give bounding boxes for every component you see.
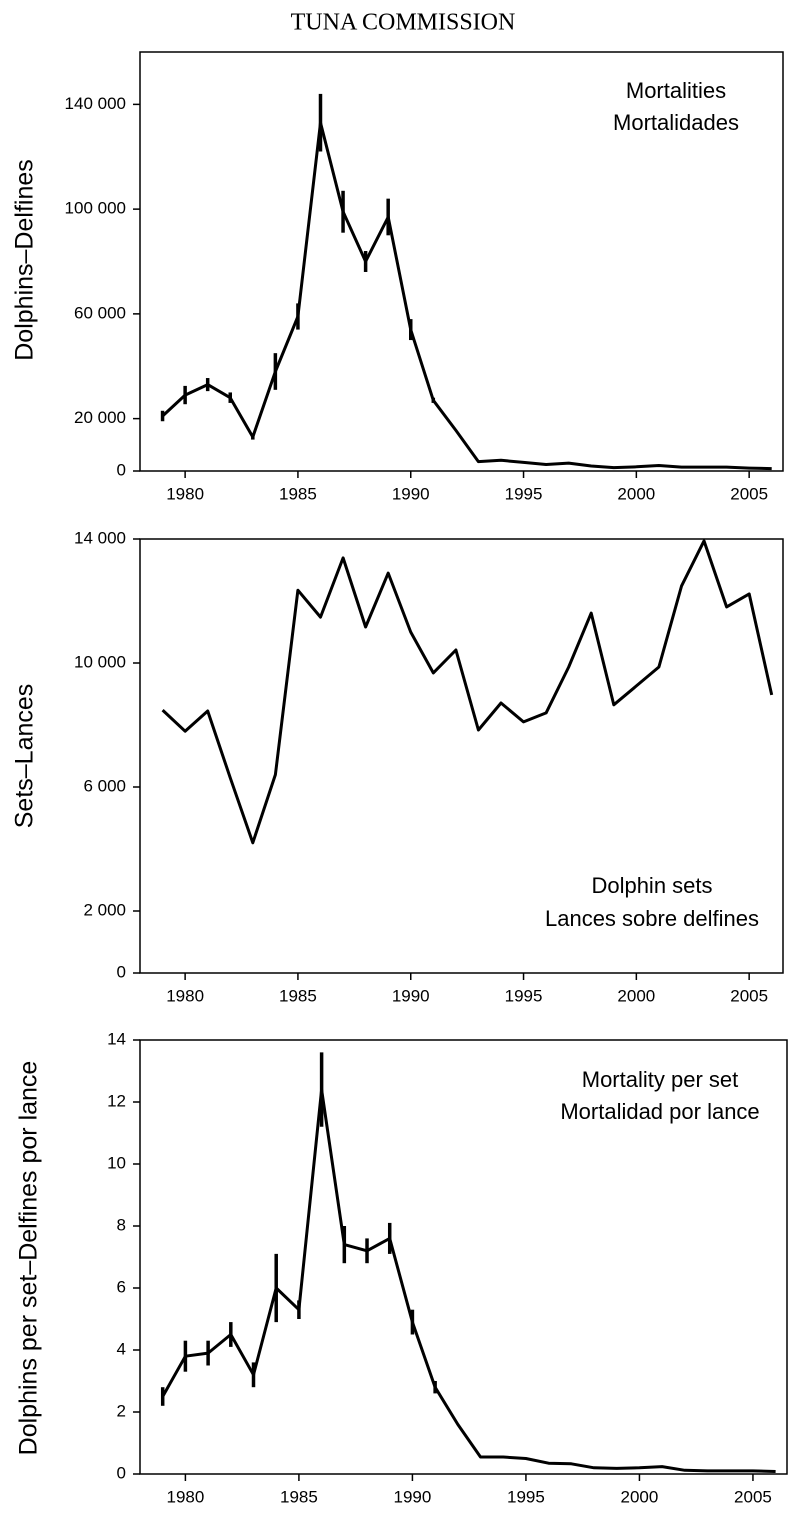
x-tick-label: 1985	[280, 1487, 318, 1506]
x-tick-label: 1995	[505, 484, 543, 503]
page-title: TUNA COMMISSION	[291, 10, 516, 36]
x-tick-label: 1990	[392, 986, 430, 1005]
y-tick-label: 8	[117, 1215, 126, 1234]
y-tick-label: 10	[107, 1153, 126, 1172]
y-axis-label: Dolphins per set–Delfines por lance	[15, 1061, 43, 1456]
x-tick-label: 2000	[617, 484, 655, 503]
y-tick-label: 20 000	[74, 408, 126, 427]
x-tick-label: 2000	[617, 986, 655, 1005]
data-line	[161, 539, 774, 845]
y-tick-label: 0	[117, 962, 126, 981]
y-tick-label: 14	[107, 1029, 126, 1048]
y-tick-label: 10 000	[74, 652, 126, 671]
y-tick-label: 140 000	[65, 94, 126, 113]
y-tick-label: 4	[117, 1339, 126, 1358]
x-tick-label: 2005	[730, 484, 768, 503]
x-tick-label: 1995	[507, 1487, 545, 1506]
y-axis-label: Dolphins–Delfines	[11, 159, 39, 361]
annotation: Dolphin sets	[591, 873, 712, 898]
x-tick-label: 1995	[505, 986, 543, 1005]
x-tick-label: 2000	[621, 1487, 659, 1506]
y-tick-label: 6	[117, 1277, 126, 1296]
x-tick-label: 1980	[166, 986, 204, 1005]
x-tick-label: 2005	[734, 1487, 772, 1506]
y-tick-label: 2	[117, 1401, 126, 1420]
x-tick-label: 1990	[394, 1487, 432, 1506]
y-axis-label: Sets–Lances	[11, 684, 39, 829]
y-tick-label: 60 000	[74, 303, 126, 322]
x-tick-label: 2005	[730, 986, 768, 1005]
y-tick-label: 0	[117, 460, 126, 479]
annotation: Mortalidades	[613, 110, 739, 135]
y-tick-label: 6 000	[83, 776, 126, 795]
y-tick-label: 12	[107, 1091, 126, 1110]
annotation: Lances sobre delfines	[545, 906, 759, 931]
x-tick-label: 1980	[166, 1487, 204, 1506]
annotation: Mortalidad por lance	[560, 1099, 759, 1124]
y-tick-label: 14 000	[74, 528, 126, 547]
y-tick-label: 100 000	[65, 199, 126, 218]
data-line	[161, 1088, 776, 1473]
data-line	[161, 121, 772, 471]
plot-frame	[139, 51, 784, 472]
plot-frame	[139, 1039, 788, 1475]
x-tick-label: 1980	[166, 484, 204, 503]
x-tick-label: 1990	[392, 484, 430, 503]
y-tick-label: 2 000	[83, 900, 126, 919]
x-tick-label: 1985	[279, 986, 317, 1005]
plot-frame	[139, 538, 784, 974]
annotation: Mortalities	[626, 78, 726, 103]
y-tick-label: 0	[117, 1463, 126, 1482]
x-tick-label: 1985	[279, 484, 317, 503]
annotation: Mortality per set	[582, 1067, 739, 1092]
